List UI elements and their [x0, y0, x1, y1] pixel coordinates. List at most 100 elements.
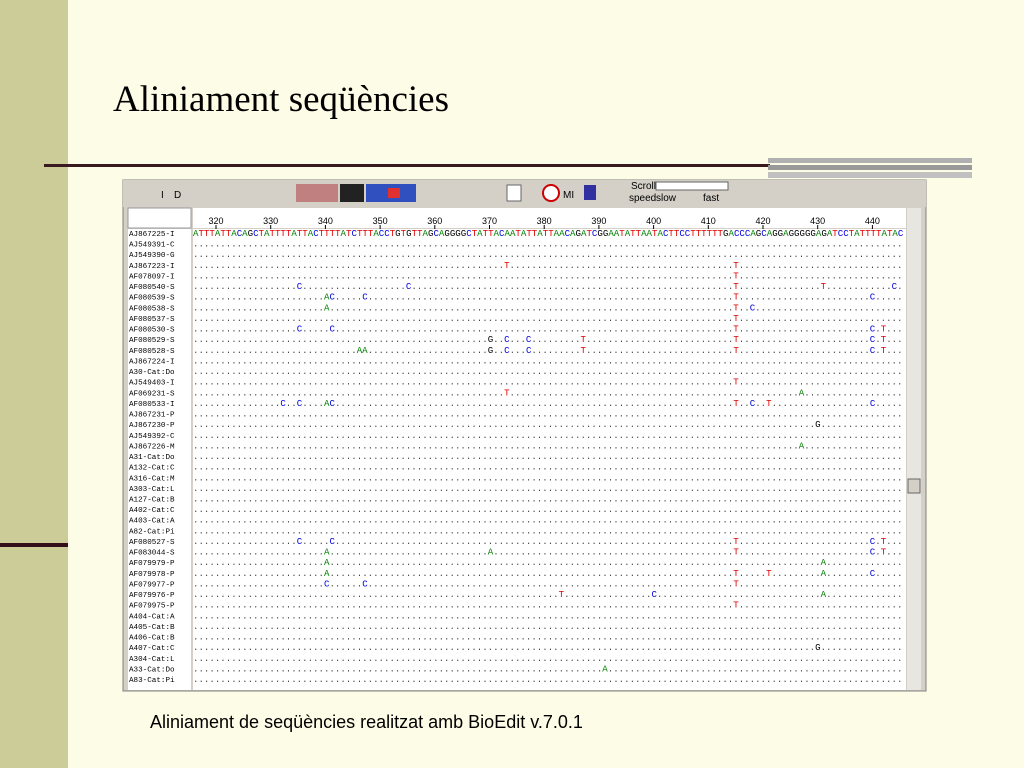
scrollbar[interactable] — [907, 208, 921, 690]
icon[interactable] — [584, 185, 596, 200]
bar — [768, 165, 972, 170]
seq-row: ........................A...............… — [193, 557, 902, 568]
ruler-label: 360 — [427, 216, 442, 226]
ruler-label: 440 — [865, 216, 880, 226]
ruler-bg — [193, 208, 906, 228]
side-band — [0, 0, 68, 768]
slider[interactable] — [655, 181, 729, 191]
seq-name: A82-Cat:Pi — [129, 528, 175, 536]
seq-row: ........................................… — [193, 653, 902, 664]
seq-row: ........................................… — [193, 483, 902, 494]
seq-row: ...................C.....C..............… — [193, 324, 903, 335]
toolbar-label: I — [161, 190, 164, 201]
seq-name: AF078097-I — [129, 273, 175, 281]
scroll-thumb[interactable] — [907, 478, 921, 494]
seq-row: ........................................… — [193, 663, 902, 674]
toolbar-label: D — [174, 190, 181, 201]
side-mark — [0, 543, 68, 547]
seq-row: ........................................… — [193, 377, 902, 388]
seq-name: A304-Cat:L — [129, 656, 175, 664]
name-panel — [128, 229, 191, 690]
seq-row: ........................................… — [193, 472, 902, 483]
dropdown[interactable] — [506, 184, 522, 202]
seq-row: ........................................… — [193, 451, 902, 462]
seq-panel — [193, 229, 906, 690]
seq-name: A132-Cat:C — [129, 465, 175, 473]
icon[interactable] — [296, 184, 338, 202]
ruler-label: 350 — [373, 216, 388, 226]
seq-name: A402-Cat:C — [129, 507, 175, 515]
seq-row: ........................................… — [193, 419, 902, 430]
seq-name: AJ549390-G — [129, 252, 175, 260]
seq-name: AF079977-P — [129, 581, 175, 589]
seq-name: A31-Cat:Do — [129, 454, 175, 462]
seq-name: AF080529-S — [129, 337, 175, 345]
seq-row: ........................................… — [193, 430, 902, 441]
ruler-label: 370 — [482, 216, 497, 226]
seq-row: ........................A...............… — [193, 302, 903, 313]
name-header — [127, 207, 192, 229]
icon[interactable] — [388, 188, 400, 198]
seq-row: ........................................… — [193, 440, 902, 451]
seq-name: A405-Cat:B — [129, 624, 175, 632]
seq-name: AF080533-I — [129, 401, 175, 409]
toolbar-label: slow — [656, 193, 677, 204]
ruler-label: 430 — [810, 216, 825, 226]
seq-row: ........................C......C........… — [193, 578, 903, 589]
seq-name: AF079978-P — [129, 571, 175, 579]
seq-name: AF080527-S — [129, 539, 175, 547]
bar — [768, 172, 972, 178]
seq-row: ........................................… — [193, 387, 902, 398]
seq-name: A403-Cat:A — [129, 518, 175, 526]
toolbar-label: speed — [629, 193, 656, 204]
seq-row: ........................................… — [193, 525, 902, 536]
ruler-label: 340 — [318, 216, 333, 226]
seq-name: AF083044-S — [129, 550, 175, 558]
seq-name: AJ549392-C — [129, 433, 175, 441]
seq-name: A406-Cat:B — [129, 635, 175, 643]
ruler-label: 420 — [755, 216, 770, 226]
icon[interactable] — [340, 184, 364, 202]
ruler-label: 330 — [263, 216, 278, 226]
bar — [768, 158, 972, 163]
seq-row: ........................................… — [193, 621, 902, 632]
seq-name: AJ549391-C — [129, 242, 175, 250]
seq-name: A316-Cat:M — [129, 475, 175, 483]
seq-name: AJ867231-P — [129, 412, 175, 420]
seq-row: ATTTATTACAGCTATTTTATTACTTTTATCTTTACCTGTG… — [193, 228, 904, 239]
seq-row: ........................................… — [193, 642, 902, 653]
seq-row: ........................................… — [193, 409, 902, 420]
seq-row: ................C..C....AC..............… — [193, 398, 903, 409]
seq-name: AF079979-P — [129, 560, 175, 568]
seq-row: ........................................… — [193, 366, 902, 377]
seq-name: A30-Cat:Do — [129, 369, 175, 377]
caption: Aliniament de seqüències realitzat amb B… — [150, 712, 583, 732]
toolbar-label: MI — [563, 190, 574, 201]
toolbar-icons — [296, 181, 729, 202]
ruler-label: 410 — [701, 216, 716, 226]
seq-name: A407-Cat:C — [129, 645, 175, 653]
toolbar-label: Scroll — [631, 181, 656, 192]
ruler-label: 390 — [591, 216, 606, 226]
seq-name: AF069231-S — [129, 390, 175, 398]
seq-row: ........................................… — [193, 600, 902, 611]
seq-name: AF080540-S — [129, 284, 175, 292]
seq-row: ........................................… — [193, 260, 902, 271]
seq-row: ........................A...............… — [193, 568, 903, 579]
seq-row: ........................................… — [193, 494, 902, 505]
seq-name: AJ867230-P — [129, 422, 175, 430]
decor-bars — [768, 158, 972, 178]
seq-name: A33-Cat:Do — [129, 666, 175, 674]
seq-row: ........................A...............… — [193, 547, 903, 558]
seq-name: A404-Cat:A — [129, 613, 175, 621]
seq-name: AJ867224-I — [129, 358, 175, 366]
toolbar — [123, 180, 926, 207]
seq-name: AJ867223-I — [129, 263, 175, 271]
seq-name: AF079975-P — [129, 603, 175, 611]
icon[interactable] — [542, 184, 560, 202]
seq-name: A303-Cat:L — [129, 486, 175, 494]
seq-row: ...................C...................C… — [193, 281, 903, 292]
title: Aliniament seqüències — [113, 79, 449, 120]
